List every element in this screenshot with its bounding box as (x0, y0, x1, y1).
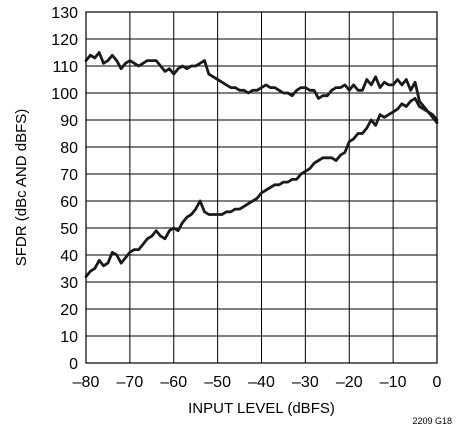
y-tick-label: 20 (60, 302, 78, 319)
x-tick-label: –30 (292, 374, 319, 391)
y-tick-label: 110 (52, 59, 78, 76)
y-tick-label: 100 (51, 86, 78, 103)
figure-id: 2209 G18 (412, 416, 452, 426)
y-tick-label: 30 (60, 275, 78, 292)
y-tick-label: 90 (60, 113, 78, 130)
x-tick-label: –50 (204, 374, 231, 391)
x-axis-title: INPUT LEVEL (dBFS) (188, 400, 335, 417)
y-tick-label: 0 (69, 356, 78, 373)
x-tick-label: 0 (433, 374, 442, 391)
y-tick-labels: 0 10 20 30 40 50 60 70 80 90 100 110 120 130 (51, 5, 78, 373)
series-line-2 (84, 97, 439, 279)
x-tick-label: –20 (336, 374, 363, 391)
x-tick-label: –60 (160, 374, 187, 391)
y-axis-title: SFDR (dBc AND dBFS) (13, 109, 30, 267)
x-tick-label: –70 (117, 374, 144, 391)
y-tick-label: 10 (60, 329, 78, 346)
y-tick-label: 130 (51, 5, 78, 22)
x-tick-label: –40 (248, 374, 275, 391)
y-tick-label: 120 (51, 32, 78, 49)
plot-frame (85, 11, 438, 364)
x-tick-label: –80 (73, 374, 100, 391)
y-tick-label: 80 (60, 140, 78, 157)
y-tick-label: 40 (60, 248, 78, 265)
y-tick-label: 70 (60, 167, 78, 184)
x-tick-labels: –80 –70 –60 –50 –40 –30 –20 –10 0 (73, 374, 442, 391)
y-tick-label: 50 (60, 221, 78, 238)
series-line-1 (84, 51, 439, 122)
y-tick-label: 60 (60, 194, 78, 211)
chart-series (84, 51, 439, 279)
x-tick-label: –10 (380, 374, 407, 391)
